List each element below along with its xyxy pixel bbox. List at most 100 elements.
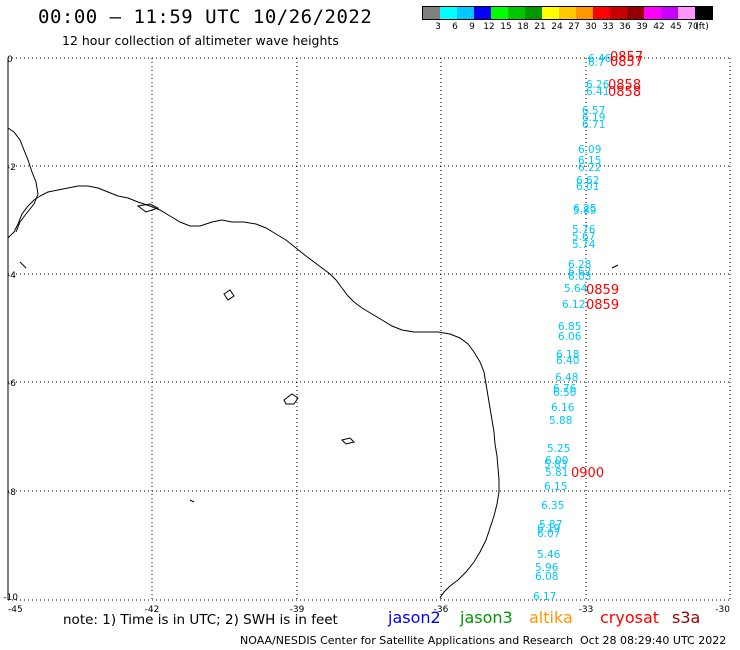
wave-height-value: 6.25 — [573, 203, 596, 215]
coastline-north-detail — [7, 127, 39, 233]
island-2 — [283, 393, 299, 405]
wave-height-value: 5.76 — [572, 224, 596, 236]
wave-height-value: 5.87 — [539, 519, 562, 531]
legend-label: 6 — [452, 22, 458, 32]
wave-height-value: 6.57 — [582, 105, 605, 117]
wave-height-value: 6.15 — [544, 481, 567, 493]
legend-label: 70 — [687, 22, 699, 32]
satellite-name: jason3 — [460, 608, 513, 627]
legend-swatch — [559, 7, 576, 19]
legend-swatch — [457, 7, 474, 19]
wave-height-value: 6.17 — [533, 591, 556, 603]
wave-height-value: 5.67 — [572, 231, 595, 243]
wave-height-value: 6.15 — [578, 155, 601, 167]
wave-height-value: 6.00 — [545, 455, 568, 467]
wave-height-value: 6.62 — [568, 266, 591, 278]
wave-height-value: 6.41 — [586, 86, 609, 98]
y-tick-label: -8 — [7, 488, 16, 498]
legend-label: 24 — [551, 22, 563, 32]
footer-note: note: 1) Time is in UTC; 2) SWH is in fe… — [63, 612, 338, 628]
island-6 — [19, 261, 27, 269]
legend-label: (ft) — [695, 22, 709, 32]
wave-height-value: 6.07 — [537, 528, 560, 540]
legend-swatch — [525, 7, 542, 19]
wave-height-value: 5.88 — [549, 415, 572, 427]
generated-timestamp: Oct 28 08:29:40 UTC 2022 — [580, 634, 727, 647]
wave-height-value: 6.71 — [582, 119, 605, 131]
wave-height-value: 6.85 — [558, 321, 581, 333]
coastline-path — [7, 185, 500, 599]
x-tick-label: -39 — [290, 605, 305, 615]
island-5 — [611, 264, 619, 269]
legend-label: 30 — [585, 22, 597, 32]
legend-swatch — [440, 7, 457, 19]
wave-height-value: 6.28 — [568, 259, 591, 271]
time-label: 0858 — [608, 78, 641, 93]
time-label: 0859 — [586, 298, 619, 313]
legend-swatch — [508, 7, 525, 19]
legend-label: 36 — [619, 22, 631, 32]
time-label: 0857 — [610, 55, 643, 70]
wave-height-value: 6.40 — [556, 355, 579, 367]
legend-swatch — [695, 7, 712, 19]
wave-height-value: 6.50 — [553, 387, 576, 399]
legend-label: 21 — [534, 22, 546, 32]
wave-height-value: 6.48 — [555, 372, 578, 384]
wave-height-value: 5.96 — [535, 562, 559, 574]
wave-height-value: 5.74 — [572, 239, 596, 251]
legend-label: 12 — [483, 22, 495, 32]
wave-height-value: 5.81 — [545, 467, 568, 479]
y-tick-label: 0 — [7, 55, 13, 65]
legend-labels: 3 6 9 12 15 18 21 24 27 30 33 36 39 42 45 70 (ft) — [422, 20, 713, 32]
chart-title: 00:00 – 11:59 UTC 10/26/2022 — [38, 6, 373, 28]
x-tick-label: -42 — [145, 605, 160, 615]
wave-height-value: 6.62 — [576, 175, 599, 187]
legend-label: 42 — [653, 22, 665, 32]
x-tick-label: -33 — [579, 605, 594, 615]
legend-label: 3 — [435, 22, 441, 32]
legend-label: 18 — [517, 22, 529, 32]
legend-swatch — [627, 7, 644, 19]
wave-height-value: 6.16 — [551, 402, 575, 414]
legend-swatch — [610, 7, 627, 19]
satellite-name: altika — [529, 608, 573, 627]
wave-height-value: 6.01 — [576, 181, 599, 193]
x-tick-label: -30 — [715, 605, 730, 615]
legend-swatch — [474, 7, 491, 19]
wave-height-value: 6.19 — [537, 523, 560, 535]
legend-swatch — [576, 7, 593, 19]
y-tick-label: -4 — [7, 271, 16, 281]
legend-swatch — [423, 7, 440, 19]
wave-height-value: 6.06 — [558, 331, 582, 343]
wave-height-value: 6.09 — [578, 144, 601, 156]
wave-height-value: 6.26 — [586, 79, 610, 91]
wave-height-labels: 6.466.76.266.416.576.196.716.096.156.226… — [533, 53, 612, 603]
satellite-name: cryosat — [600, 608, 660, 627]
wave-height-value: 5.89 — [573, 205, 596, 217]
island-7 — [189, 499, 195, 503]
legend-swatches — [422, 6, 713, 20]
legend-label: 45 — [670, 22, 682, 32]
x-tick-label: -45 — [8, 605, 23, 615]
wave-height-value: 6.19 — [582, 112, 605, 124]
y-tick-label: -2 — [7, 163, 16, 173]
legend-label: 39 — [636, 22, 648, 32]
wave-height-value: 5.25 — [547, 443, 570, 455]
y-tick-label: -6 — [7, 379, 16, 389]
wave-height-value: 6.22 — [578, 162, 601, 174]
island-4 — [136, 203, 160, 213]
wave-height-value: 6.35 — [541, 500, 564, 512]
wave-height-value: 6.7 — [588, 57, 605, 69]
time-label: 0857 — [610, 50, 643, 65]
legend-swatch — [661, 7, 678, 19]
coastline — [7, 127, 619, 599]
wave-height-value: 6.03 — [568, 271, 591, 283]
credit-text: NOAA/NESDIS Center for Satellite Applica… — [240, 634, 574, 647]
wave-height-value: 5.83 — [544, 459, 567, 471]
legend-label: 33 — [602, 22, 614, 32]
wave-height-value: 6.12 — [562, 299, 585, 311]
legend-label: 15 — [500, 22, 512, 32]
wave-height-value: 5.64 — [564, 283, 588, 295]
